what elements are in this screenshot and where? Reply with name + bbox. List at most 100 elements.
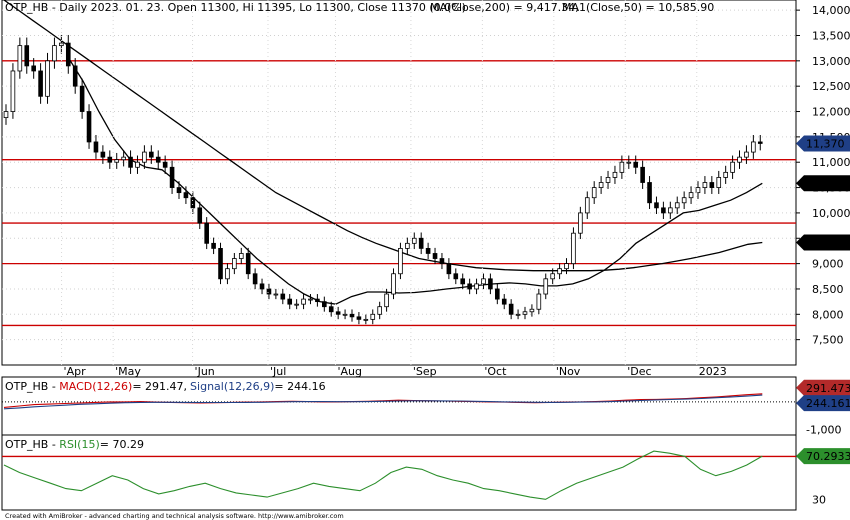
- ma50-badge-shape: [796, 175, 850, 192]
- candle-up: [536, 293, 542, 310]
- y-tick-label: 8,000: [812, 308, 844, 321]
- candle-down: [128, 156, 133, 168]
- candle-up: [238, 253, 244, 259]
- candle-down: [169, 166, 175, 188]
- x-tick-label: 'Aug: [337, 365, 362, 378]
- candle-up: [515, 313, 521, 316]
- candle-up: [273, 293, 279, 296]
- candle-down: [432, 253, 438, 259]
- candle-down: [280, 293, 286, 300]
- candle-down: [183, 192, 189, 199]
- candle-up: [52, 45, 57, 62]
- candle-down: [439, 258, 445, 265]
- signal-badge: 244.161: [806, 397, 850, 410]
- ma200-badge: 9,417.34: [806, 236, 850, 249]
- candle-down: [259, 283, 265, 290]
- x-tick-label: 'Oct: [484, 365, 507, 378]
- macd-badge: 291.473: [806, 382, 850, 395]
- candle-down: [218, 248, 223, 280]
- x-tick-label: 'May: [115, 365, 141, 378]
- candle-down: [488, 278, 493, 290]
- candle-down: [190, 197, 196, 209]
- y-tick-label: 12,500: [812, 80, 850, 93]
- ma200-line: [3, 0, 763, 272]
- macd-badge-shape: [796, 379, 850, 396]
- x-tick-label: 'Sep: [413, 365, 437, 378]
- candle-up: [481, 278, 486, 285]
- price-title: OTP_HB - Daily 2023. 01. 23. Open 11300,…: [5, 1, 466, 14]
- candle-down: [661, 207, 666, 214]
- rsi-badge-shape: [796, 448, 850, 465]
- candle-up: [744, 151, 749, 158]
- candle-up: [135, 161, 140, 168]
- candle-down: [107, 156, 113, 163]
- candle-down: [162, 161, 168, 168]
- candle-up: [730, 161, 735, 173]
- candle-up: [529, 308, 535, 313]
- candle-down: [86, 111, 92, 143]
- candle-up: [342, 313, 348, 316]
- candle-down: [252, 273, 258, 285]
- candle-up: [294, 303, 299, 306]
- candle-up: [363, 318, 369, 321]
- candle-up: [605, 177, 611, 183]
- candle-up: [571, 232, 576, 265]
- rsi-prefix: OTP_HB -: [5, 438, 59, 451]
- y-tick-label: 13,500: [812, 29, 850, 42]
- x-tick-label: 'Dec: [627, 365, 651, 378]
- candle-down: [100, 151, 106, 158]
- candle-up: [377, 306, 382, 315]
- candle-down: [266, 288, 272, 295]
- candle-up: [702, 182, 708, 188]
- y-tick-label: 11,000: [812, 156, 850, 169]
- candle-up: [142, 151, 147, 163]
- candle-up: [626, 161, 632, 164]
- candle-down: [211, 242, 216, 249]
- candle-up: [751, 141, 756, 153]
- candle-down: [446, 263, 452, 275]
- candle-down: [418, 237, 424, 249]
- candle-up: [17, 45, 23, 72]
- x-tick-label: 'Nov: [556, 365, 581, 378]
- ma50-text: MA1(Close,50) = 10,585.90: [562, 1, 714, 14]
- candle-up: [384, 293, 389, 308]
- candle-up: [3, 111, 9, 119]
- rsi-pane: [1, 434, 797, 511]
- x-tick-label: 'Apr: [64, 365, 87, 378]
- candle-down: [425, 248, 431, 254]
- candle-down: [287, 298, 293, 305]
- signal-badge-shape: [796, 395, 850, 412]
- candle-up: [681, 197, 687, 204]
- candle-up: [411, 237, 417, 244]
- last-close-badge: 11,370: [806, 137, 845, 150]
- x-tick-label: 2023: [699, 365, 727, 378]
- candle-down: [328, 306, 334, 313]
- footer-text: Created with AmiBroker - advanced charti…: [5, 512, 344, 520]
- candle-up: [543, 278, 549, 295]
- candle-up: [598, 182, 604, 188]
- price-pane: [1, 0, 797, 366]
- y-tick-label: 7,500: [812, 334, 844, 347]
- macd-label: MACD(12,26): [59, 380, 132, 393]
- signal-label: Signal(12,26,9): [190, 380, 274, 393]
- macd-value: = 291.47,: [132, 380, 187, 393]
- y-tick-label: 10,000: [812, 207, 850, 220]
- ma50-line: [66, 55, 763, 305]
- candle-up: [564, 263, 569, 270]
- ma200-badge-shape: [796, 234, 850, 251]
- y-tick-label: 13,000: [812, 55, 850, 68]
- candle-down: [155, 156, 161, 163]
- candle-up: [45, 60, 50, 97]
- candle-up: [723, 171, 728, 178]
- candle-down: [149, 151, 154, 158]
- x-tick-label: 'Jun: [195, 365, 215, 378]
- svg-text:OTP_HB - MACD(12,26)= 291.47,S: OTP_HB - MACD(12,26)= 291.47, Signal(12,2…: [5, 380, 326, 393]
- signal-value: = 244.16: [274, 380, 325, 393]
- candle-up: [557, 268, 562, 275]
- y-tick-label: 14,000: [812, 4, 850, 17]
- candle-down: [315, 298, 320, 303]
- candle-up: [232, 258, 237, 270]
- candle-up: [591, 187, 597, 199]
- candle-down: [79, 85, 85, 112]
- y-tick-label: 9,000: [812, 258, 844, 271]
